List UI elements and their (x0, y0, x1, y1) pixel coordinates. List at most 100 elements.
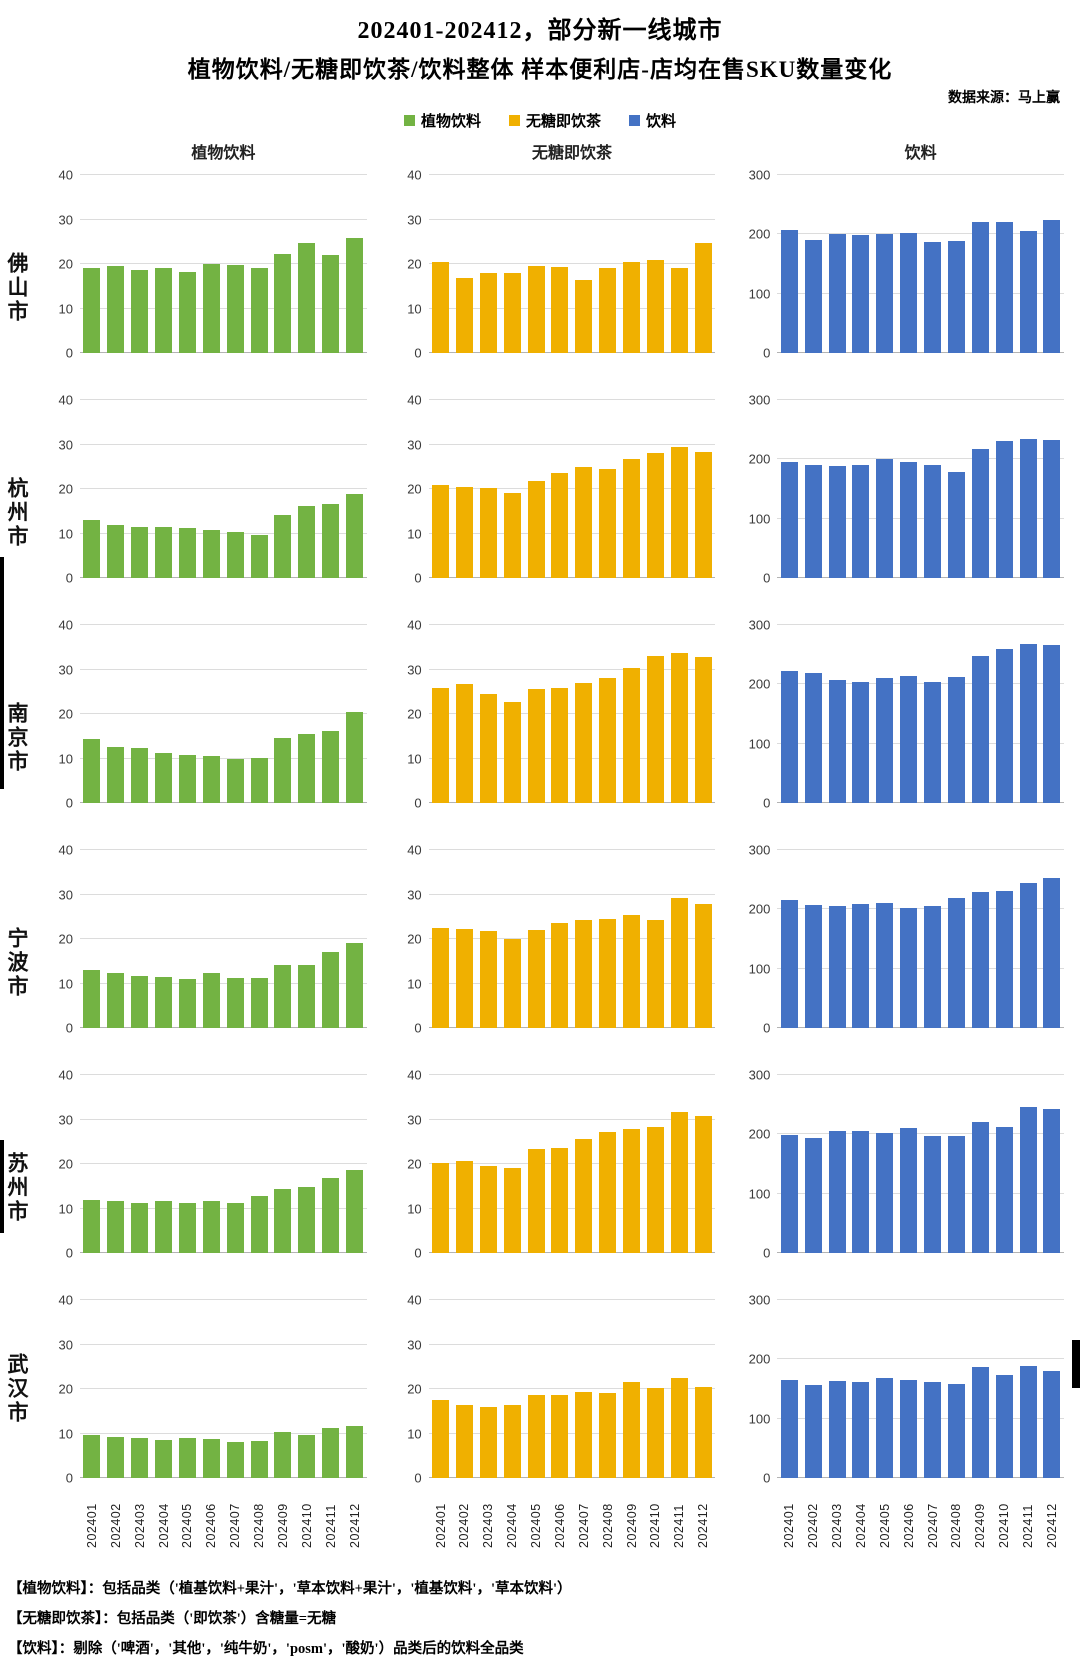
y-tick-label: 40 (407, 392, 422, 408)
y-tick-label: 200 (748, 226, 771, 242)
bar (250, 1196, 268, 1253)
gridline (80, 1163, 367, 1164)
bar (346, 494, 364, 578)
x-tick: 202404 (852, 1484, 869, 1548)
bar-group (429, 1300, 716, 1478)
gridline (80, 443, 367, 445)
bar (804, 1384, 822, 1478)
gridline (777, 802, 1064, 803)
bar (575, 279, 593, 353)
bar (250, 1441, 268, 1478)
bar (646, 656, 664, 803)
y-tick-label: 100 (748, 286, 771, 302)
y-tick-label: 10 (407, 301, 422, 316)
bar (947, 1135, 965, 1253)
chart-plot (80, 1074, 367, 1253)
x-tick: 202407 (924, 1484, 941, 1548)
gridline (80, 713, 367, 714)
bar (804, 673, 822, 803)
x-tick-label: 202410 (648, 1503, 663, 1548)
chart-cell: 0 10 20 30 40 (383, 394, 732, 585)
gridline (80, 982, 367, 984)
gridline (428, 1074, 716, 1075)
gridline (80, 757, 367, 759)
chart-cell: 0 100 200 300 (731, 1294, 1080, 1485)
y-axis: 0 100 200 300 (731, 619, 777, 810)
bar (828, 679, 846, 803)
bar (1019, 1365, 1037, 1478)
bar (250, 758, 268, 803)
bar (599, 1392, 617, 1478)
gridline (428, 624, 716, 625)
x-tick: 202405 (528, 1484, 545, 1548)
y-axis: 0 100 200 300 (731, 844, 777, 1035)
bar (503, 701, 521, 803)
x-tick-label: 202405 (877, 1503, 892, 1548)
y-tick-label: 0 (414, 570, 422, 586)
bar (670, 1111, 688, 1253)
y-tick-label: 40 (58, 617, 73, 633)
bar (694, 1387, 712, 1478)
gridline (777, 517, 1064, 519)
x-tick-label: 202401 (433, 1503, 448, 1548)
x-tick-label: 202403 (132, 1503, 147, 1548)
bar (202, 1201, 220, 1253)
bar (971, 1367, 989, 1478)
y-tick-label: 40 (58, 167, 73, 183)
gridline (777, 1133, 1064, 1135)
bar (107, 524, 125, 578)
bar (947, 898, 965, 1028)
y-tick-label: 200 (748, 451, 771, 467)
bar (947, 677, 965, 803)
y-tick-label: 10 (58, 976, 73, 991)
bar (155, 1440, 173, 1478)
chart-plot (80, 624, 367, 803)
bar-group (429, 400, 716, 578)
y-axis: 0 10 20 30 40 (383, 844, 429, 1035)
y-tick-label: 40 (407, 1292, 422, 1308)
gridline (777, 683, 1064, 685)
bar (131, 269, 149, 353)
y-tick-label: 30 (58, 887, 73, 902)
chart-plot (428, 1074, 716, 1253)
x-tick-label: 202404 (156, 1503, 171, 1548)
bar (226, 1441, 244, 1478)
y-axis: 0 100 200 300 (731, 394, 777, 585)
bar (155, 268, 173, 353)
y-tick-label: 20 (58, 1156, 73, 1172)
bar (551, 687, 569, 803)
bar (780, 1380, 798, 1478)
x-tick: 202402 (107, 1484, 124, 1548)
bar (828, 905, 846, 1028)
chart-cell: 0 100 200 300 (731, 619, 1080, 810)
bar (432, 1163, 450, 1253)
bar (924, 242, 942, 353)
chart-legend: 植物饮料 无糖即饮茶 饮料 (0, 110, 1080, 131)
bar (155, 753, 173, 803)
chart-plot (777, 174, 1064, 353)
gridline (428, 263, 716, 264)
bar (1043, 220, 1061, 353)
bar (694, 1115, 712, 1253)
gridline (428, 1477, 716, 1478)
chart-cell: 0 100 200 300 (731, 1069, 1080, 1260)
y-tick-label: 20 (407, 931, 422, 947)
bar (503, 493, 521, 578)
legend-item-plant-drink: 植物饮料 (403, 110, 481, 131)
legend-label: 无糖即饮茶 (525, 114, 601, 130)
gridline (80, 577, 367, 578)
x-tick: 202405 (179, 1484, 196, 1548)
y-tick-label: 100 (748, 736, 771, 752)
y-axis: 0 10 20 30 40 (34, 394, 80, 585)
bar (947, 240, 965, 353)
y-tick-label: 200 (748, 1126, 771, 1142)
bar (346, 1425, 364, 1478)
bar (876, 234, 894, 353)
bar-group (777, 625, 1064, 803)
x-tick-label: 202406 (901, 1503, 916, 1548)
bar (479, 273, 497, 353)
bar (346, 943, 364, 1028)
bar (274, 964, 292, 1028)
chart-plot (80, 174, 367, 353)
